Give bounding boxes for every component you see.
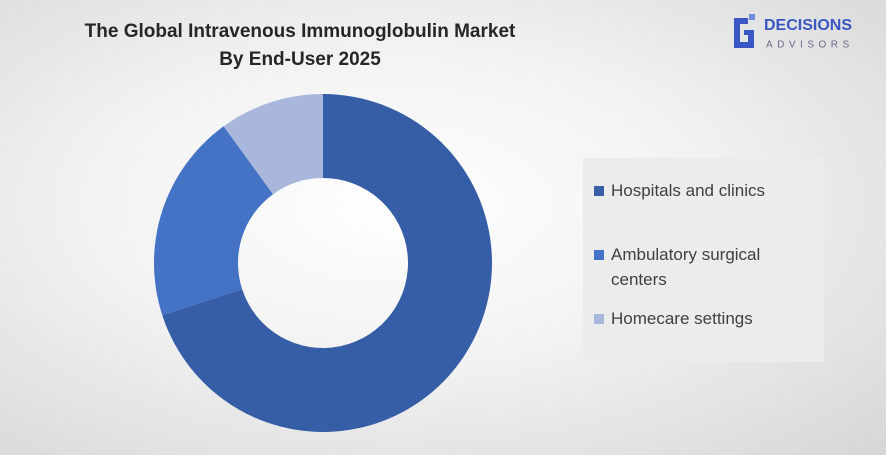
legend-label: Homecare settings [611,309,753,328]
logo-name: DECISIONS [764,17,852,34]
title-line: The Global Intravenous Immunoglobulin Ma… [84,21,516,42]
logo-icon [749,14,755,20]
chart-title: The Global Intravenous Immunoglobulin Ma… [20,18,580,74]
donut-slice [162,94,493,432]
logo: DECISIONS ADVISORS [734,14,854,51]
logo-tagline: ADVISORS [766,40,854,51]
donut-slice [223,94,323,195]
legend-swatch [594,186,604,196]
legend-item: Ambulatory surgical centers [594,242,811,292]
legend-label: Ambulatory surgical centers [611,245,761,289]
legend-item: Homecare settings [594,306,811,331]
legend-swatch [594,314,604,324]
title-line: By End-User 2025 [219,49,381,70]
legend: Hospitals and clinics Ambulatory surgical… [583,158,824,362]
donut-slice [154,126,274,316]
legend-item: Hospitals and clinics [594,178,811,203]
legend-label: Hospitals and clinics [611,181,766,200]
logo-icon [734,18,754,48]
legend-swatch [594,250,604,260]
